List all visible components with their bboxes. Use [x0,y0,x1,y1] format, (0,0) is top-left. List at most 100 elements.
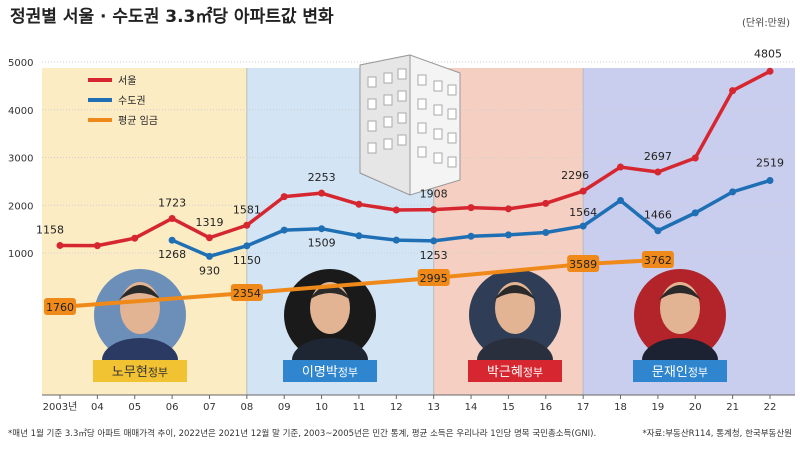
point-seoul [205,234,213,242]
x-tick-label: 05 [128,402,141,413]
point-capital [467,232,475,240]
point-capital [318,225,326,233]
point-seoul [654,168,662,176]
apartment-building-icon [359,54,461,196]
legend-label-seoul: 서울 [118,75,136,87]
data-label-seoul: 1319 [195,216,223,229]
regime-name: 이명박 [302,365,338,380]
data-label-capital: 930 [199,264,220,277]
point-capital [542,228,550,236]
x-tick-label: 07 [203,402,216,413]
data-label-seoul: 1581 [233,203,261,216]
x-tick-label: 12 [390,402,403,413]
data-label-capital: 1268 [158,248,186,261]
data-label-capital: 1564 [569,206,597,219]
point-seoul [355,200,363,208]
regime-tags: 노무현정부 이명박정부 박근혜정부 문재인정부 [93,360,727,382]
point-capital [355,232,363,240]
point-seoul [766,67,774,75]
point-capital [392,236,400,244]
point-seoul [691,154,699,162]
y-tick-label: 1000 [8,249,33,260]
portrait-hair [659,285,701,300]
portrait-face [495,282,535,334]
series-layer [56,67,774,309]
regime-tag-label: 이명박정부 [302,365,358,380]
point-seoul [467,204,475,212]
wage-label-bg [44,298,76,315]
point-capital [579,222,587,230]
data-label-seoul: 2253 [308,171,336,184]
point-seoul [93,242,101,250]
data-label-capital: 1466 [644,209,672,222]
data-label-capital: 1253 [420,249,448,262]
x-tick-label: 08 [240,402,253,413]
portrait-face [120,282,160,334]
point-seoul [579,187,587,195]
y-tick-label: 4000 [8,106,33,117]
point-capital [654,227,662,235]
point-seoul [243,221,251,229]
x-tick-label: 21 [726,402,739,413]
data-label-capital: 2519 [756,156,784,169]
legend-label-wage: 평균 임금 [118,114,158,127]
portrait-hair [494,285,536,300]
legend-label-capital: 수도권 [118,95,146,107]
x-tick-label: 16 [539,402,552,413]
data-label-wage: 1760 [46,301,74,314]
data-label-seoul: 2697 [644,150,672,163]
unit-label: (단위:만원) [742,16,790,29]
regime-name: 박근혜 [487,365,523,380]
data-labels: 1158 1723 1319 1581 2253 1908 2296 2697 4805 1268… [36,47,784,315]
y-axis: 1000 2000 3000 4000 5000 [8,58,33,260]
x-tick-label: 17 [577,402,590,413]
data-label-seoul: 4805 [754,47,782,60]
regime-tag-label: 노무현정부 [112,365,168,380]
regime-tag-lee [283,360,377,382]
x-tick-label: 04 [91,402,104,413]
y-tick-label: 3000 [8,154,33,165]
x-tick-label: 14 [465,402,478,413]
data-label-seoul: 1908 [420,188,448,201]
data-label-wage: 3589 [569,258,597,271]
regime-tag-label: 문재인정부 [652,365,708,380]
data-label-seoul: 1158 [36,223,64,236]
point-capital [504,231,512,239]
point-capital [243,242,251,250]
point-seoul [131,234,139,242]
point-seoul [392,206,400,214]
data-label-seoul: 1723 [158,196,186,209]
x-tick-label: 19 [652,402,665,413]
chart-title: 정권별 서울 · 수도권 3.3㎡당 아파트값 변화 [10,6,334,27]
point-seoul [504,205,512,213]
portrait-face [660,282,700,334]
wage-label-bg [567,255,600,273]
y-tick-label: 5000 [8,58,33,69]
regime-name: 문재인 [652,365,688,380]
x-tick-label: 10 [315,402,328,413]
x-tick-label: 09 [278,402,291,413]
data-label-wage: 3762 [644,254,672,267]
wage-label-bg [641,251,674,268]
portraits [94,269,726,382]
point-seoul [56,241,64,249]
data-label-capital: 1150 [233,254,261,267]
data-label-capital: 1509 [308,237,336,250]
point-seoul [168,214,176,222]
x-tick-label: 06 [166,402,179,413]
point-seoul [729,87,737,95]
footnote-left: *매년 1월 기준 3.3㎡당 아파트 매매가격 추이, 2022년은 2021… [8,428,596,439]
point-seoul [318,189,326,197]
x-tick-label: 2003년 [43,401,78,413]
point-capital [617,196,625,204]
x-tick-label: 13 [427,402,440,413]
wage-label-bg [417,269,450,287]
point-capital [729,188,737,196]
wage-label-bg [230,284,263,302]
point-capital [205,252,213,260]
x-tick-label: 11 [353,402,366,413]
data-label-seoul: 2296 [561,169,589,182]
regime-tag-roh [93,360,187,382]
